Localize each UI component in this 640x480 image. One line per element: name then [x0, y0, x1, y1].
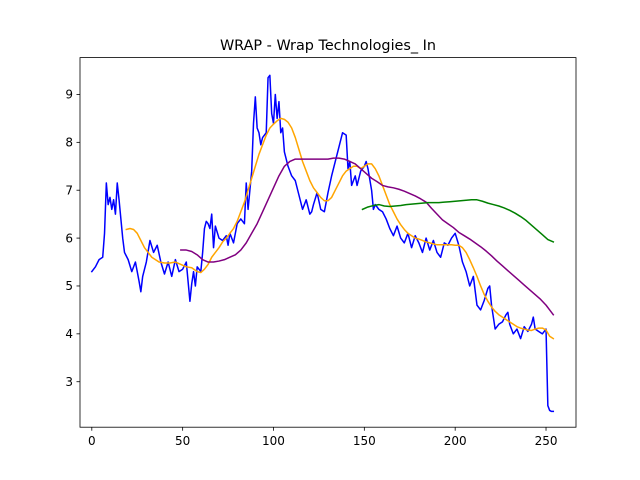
series-line-2 [180, 157, 555, 316]
y-tick-label: 6 [65, 231, 73, 245]
x-tick-label: 100 [262, 434, 285, 448]
chart-title: WRAP - Wrap Technologies_ In [220, 38, 436, 54]
y-tick-label: 8 [65, 136, 73, 150]
y-tick-label: 3 [65, 375, 73, 389]
x-tick-label: 0 [88, 434, 96, 448]
y-tick-label: 5 [65, 279, 73, 293]
y-tick-label: 7 [65, 183, 73, 197]
series-line-0 [90, 74, 555, 413]
x-tick-label: 150 [353, 434, 376, 448]
x-axis-ticks: 0 50 100 150 200 250 [88, 427, 557, 448]
series-layer [90, 74, 555, 413]
y-tick-label: 4 [65, 327, 73, 341]
x-tick-label: 250 [535, 434, 558, 448]
series-line-1 [125, 117, 555, 340]
y-axis-ticks: 3 4 5 6 7 8 9 [65, 88, 80, 389]
x-tick-label: 50 [175, 434, 190, 448]
axes-frame [79, 57, 577, 428]
y-tick-label: 9 [65, 88, 73, 102]
series-line-3 [361, 199, 555, 243]
x-tick-label: 200 [444, 434, 467, 448]
